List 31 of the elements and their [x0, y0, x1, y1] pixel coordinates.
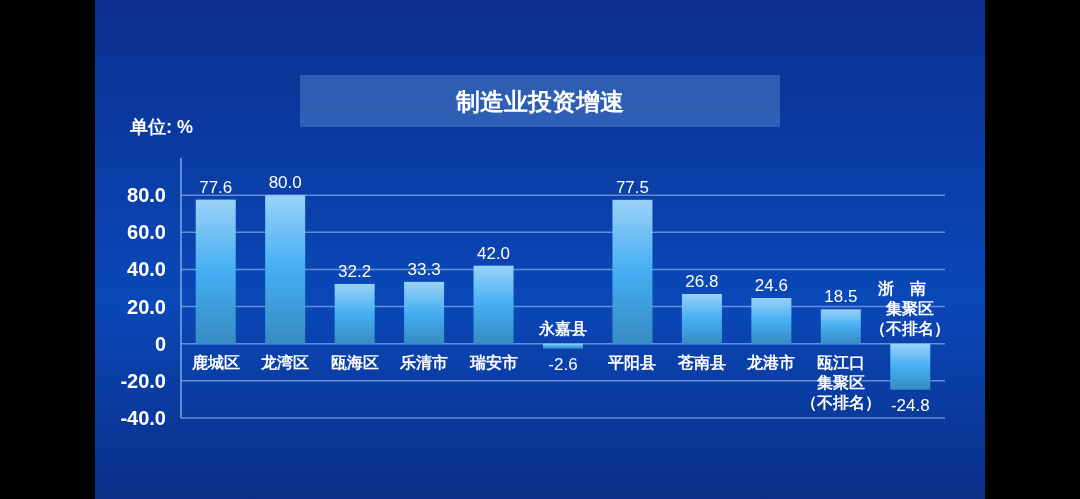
category-label: 永嘉县 [539, 319, 587, 337]
category-label: 乐清市 [400, 353, 449, 371]
y-tick-label: -40.0 [120, 407, 166, 429]
category-label: 瑞安市 [469, 353, 518, 371]
y-tick-label: 60.0 [127, 221, 166, 244]
category-label: 瓯海区 [330, 353, 379, 371]
value-label: 77.5 [615, 177, 649, 197]
value-label: -2.6 [548, 354, 578, 374]
value-label: 80.0 [268, 173, 302, 193]
value-label: -24.8 [890, 395, 930, 415]
value-label: 24.6 [754, 276, 788, 296]
category-label: 浙南集聚区（不排名） [870, 279, 951, 337]
value-label: 33.3 [407, 259, 441, 279]
y-tick-label: 20.0 [127, 295, 166, 318]
category-label: 苍南县 [677, 353, 726, 371]
category-label: 龙港市 [747, 353, 796, 371]
category-label: 平阳县 [608, 353, 657, 371]
y-tick-label: -20.0 [120, 369, 166, 392]
value-label: 18.5 [824, 287, 858, 307]
category-label: 瓯江口集聚区（不排名） [800, 353, 881, 411]
title: 制造业投资增速 [456, 88, 624, 115]
category-label: 龙湾区 [261, 353, 310, 371]
ylabel: 单位: % [130, 117, 193, 137]
value-label: 42.0 [477, 243, 511, 263]
category-label: 鹿城区 [191, 353, 240, 371]
y-tick-label: 40.0 [127, 258, 166, 281]
value-label: 26.8 [685, 271, 719, 291]
value-label: 77.6 [199, 177, 233, 197]
y-tick-label: 80.0 [127, 184, 166, 207]
value-label: 32.2 [338, 261, 372, 281]
y-tick-label: 0 [154, 332, 166, 355]
